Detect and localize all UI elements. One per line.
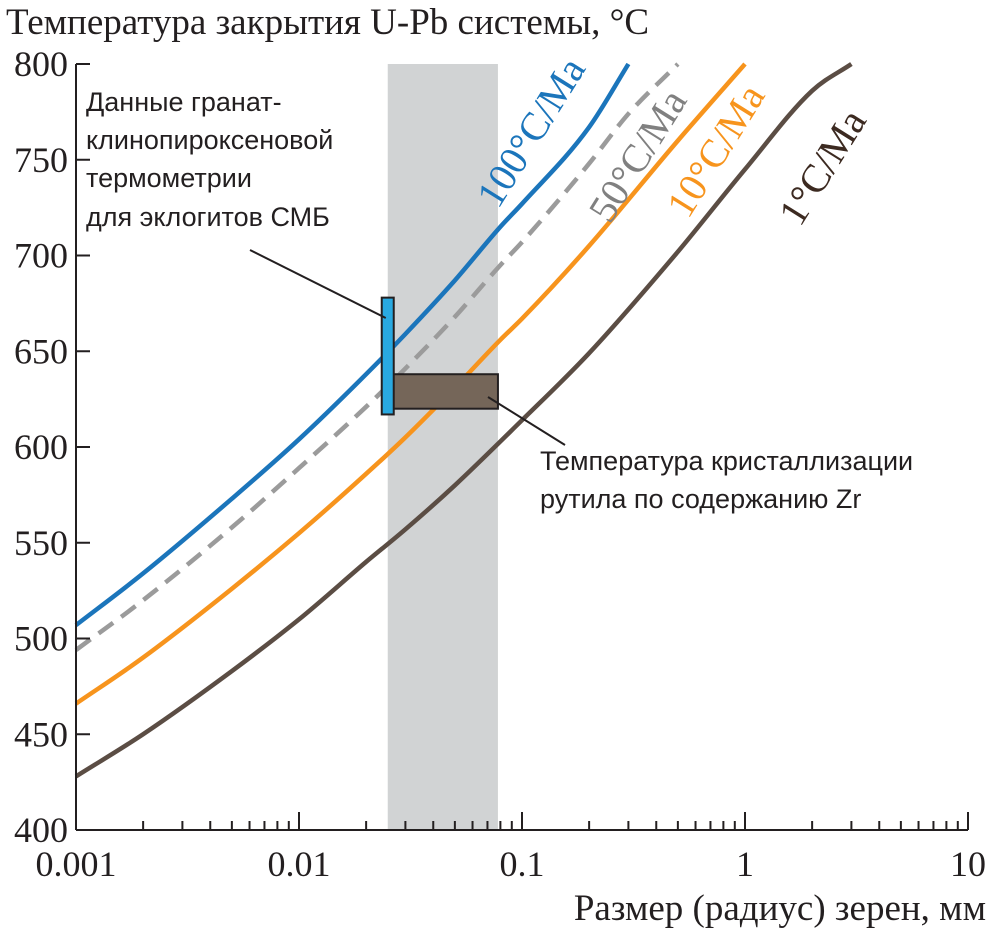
y-tick-label-750: 750 bbox=[14, 140, 68, 180]
y-tick-label-550: 550 bbox=[14, 523, 68, 563]
garnet-annotation-line-4: для эклогитов СМБ bbox=[86, 202, 330, 232]
garnet-thermometry-bar bbox=[380, 296, 395, 416]
rutile-annotation-line-2: рутила по содержанию Zr bbox=[540, 484, 861, 514]
y-tick-label-500: 500 bbox=[14, 619, 68, 659]
grain-size-band bbox=[387, 64, 498, 830]
x-tick-label-0.001: 0.001 bbox=[36, 844, 117, 884]
garnet-annotation-line-2: клинопироксеновой bbox=[86, 125, 333, 155]
y-tick-label-400: 400 bbox=[14, 810, 68, 850]
x-tick-label-0.01: 0.01 bbox=[268, 844, 331, 884]
garnet-leader-line bbox=[249, 249, 387, 319]
x-tick-label-1: 1 bbox=[736, 844, 754, 884]
chart-title: Температура закрытия U-Pb системы, °C bbox=[6, 2, 649, 43]
y-tick-label-700: 700 bbox=[14, 236, 68, 276]
x-tick-label-10: 10 bbox=[950, 844, 986, 884]
curve-100-c-per-ma bbox=[74, 62, 631, 627]
garnet-annotation-line-3: термометрии bbox=[86, 163, 252, 193]
garnet-annotation-line-1: Данные гранат- bbox=[86, 87, 282, 117]
curve-1-c-per-ma bbox=[74, 62, 853, 779]
y-tick-label-650: 650 bbox=[14, 331, 68, 371]
curve-50-c-per-ma bbox=[74, 62, 680, 652]
rutile-annotation: Температура кристаллизации рутила по сод… bbox=[540, 446, 913, 514]
x-tick-label-0.1: 0.1 bbox=[500, 844, 545, 884]
y-tick-label-600: 600 bbox=[14, 427, 68, 467]
garnet-annotation: Данные гранат- клинопироксеновой термоме… bbox=[86, 87, 333, 232]
curve-10-c-per-ma bbox=[74, 62, 747, 706]
y-tick-label-800: 800 bbox=[14, 44, 68, 84]
y-tick-label-450: 450 bbox=[14, 714, 68, 754]
rutile-temperature-box bbox=[390, 373, 499, 410]
rutile-leader-line bbox=[487, 396, 566, 446]
rutile-annotation-line-1: Температура кристаллизации bbox=[540, 446, 913, 476]
x-axis-title: Размер (радиус) зерен, мм bbox=[574, 888, 986, 929]
